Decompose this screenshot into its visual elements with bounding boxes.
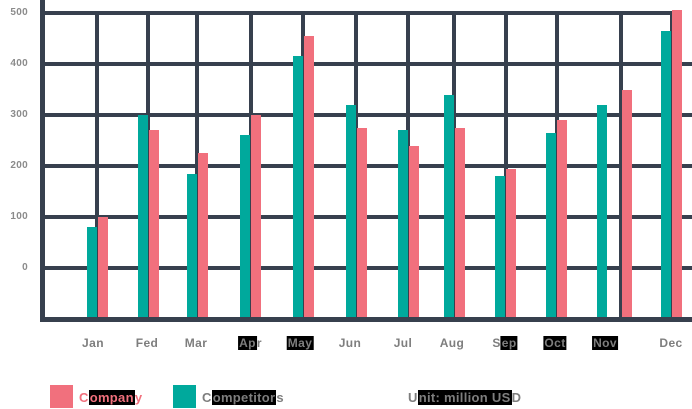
gridline-h: [42, 113, 692, 117]
gridline-v: [452, 13, 456, 320]
legend-company-label: Company: [79, 390, 143, 405]
y-label-300: 300: [10, 109, 28, 120]
y-label-200: 200: [10, 160, 28, 171]
gridline-v: [354, 13, 358, 320]
y-label-0: 0: [22, 262, 28, 273]
gridline-v: [146, 13, 150, 320]
gridline-h: [42, 164, 692, 168]
bar-company-dec: [672, 10, 682, 322]
legend-competitors-label: Competitors: [202, 390, 284, 405]
x-label-oct: Oct: [543, 336, 567, 350]
bar-competitors-may: [292, 56, 303, 322]
bar-company-oct: [557, 120, 567, 322]
gridline-v: [669, 13, 674, 320]
x-axis-baseline: [40, 317, 692, 322]
bar-company-mar: [197, 153, 208, 322]
x-label-apr: Apr: [238, 336, 262, 350]
gridline-v: [301, 13, 305, 320]
x-label-jul: Jul: [393, 336, 413, 350]
company-swatch: [50, 385, 73, 408]
x-label-feb: Fed: [135, 336, 159, 350]
x-label-may: May: [286, 336, 314, 350]
x-label-sep: Sep: [492, 336, 518, 350]
x-label-nov: Nov: [592, 336, 618, 350]
bar-company-jun: [356, 127, 367, 322]
bar-company-aug: [454, 127, 465, 322]
gridline-v: [503, 13, 508, 320]
x-label-jan: Jan: [82, 336, 104, 350]
gridline-v: [619, 13, 623, 320]
x-label-mar: Mar: [184, 336, 208, 350]
bar-company-apr: [251, 115, 261, 322]
x-label-jun: Jun: [338, 336, 362, 350]
y-label-500: 500: [10, 7, 28, 18]
y-label-400: 400: [10, 58, 28, 69]
gridline-v: [406, 13, 410, 320]
bar-company-jul: [408, 145, 419, 322]
competitors-swatch: [173, 385, 196, 408]
gridline-h: [42, 215, 692, 219]
bar-competitors-sep: [495, 176, 505, 322]
bar-competitors-dec: [661, 30, 671, 322]
gridline-v: [554, 13, 559, 320]
x-label-aug: Aug: [439, 336, 465, 350]
gridline-v: [195, 13, 199, 320]
gridline-h: [42, 62, 692, 66]
unit-note-label: Unit: million USD: [408, 390, 522, 405]
bar-competitors-jan: [86, 227, 97, 322]
gridline-v: [95, 13, 99, 320]
x-label-dec: Dec: [659, 336, 683, 350]
bar-competitors-nov: [596, 104, 607, 322]
bar-competitors-oct: [546, 132, 556, 322]
bar-competitors-jun: [345, 104, 356, 322]
bar-competitors-mar: [186, 173, 197, 322]
gridline-h: [42, 266, 692, 270]
bar-competitors-aug: [443, 94, 454, 322]
bar-company-jan: [97, 217, 108, 322]
bar-competitors-apr: [240, 135, 250, 322]
bar-company-fed: [148, 130, 159, 322]
y-label-100: 100: [10, 211, 28, 222]
bar-competitors-fed: [137, 115, 148, 322]
gridline-v: [248, 13, 253, 320]
bar-competitors-jul: [397, 130, 408, 322]
y-axis-line: [40, 0, 45, 322]
bar-company-sep: [506, 168, 516, 322]
bar-company-nov: [621, 89, 632, 322]
bar-company-may: [303, 35, 314, 322]
